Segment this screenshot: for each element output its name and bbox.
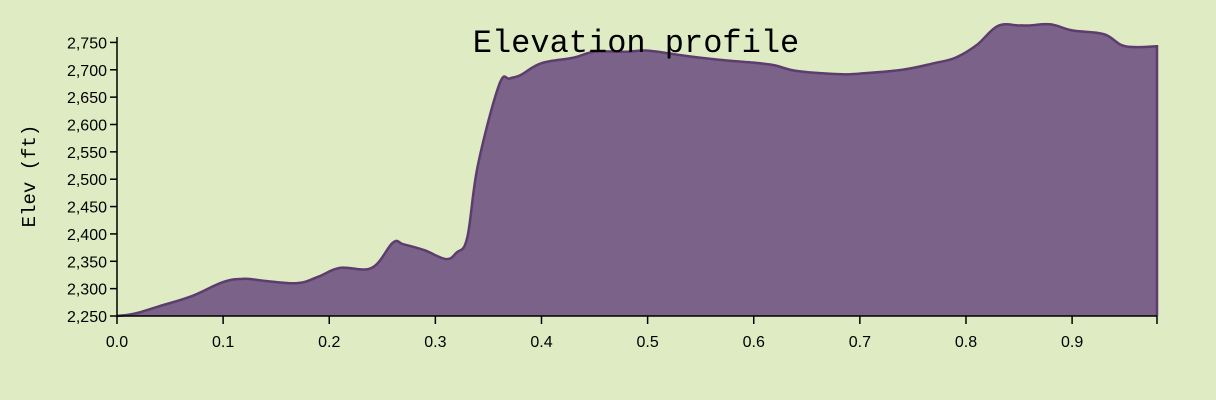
x-tick-label: 0.8	[955, 334, 977, 351]
x-tick-label: 0.9	[1061, 334, 1083, 351]
x-tick-label: 0.1	[212, 334, 234, 351]
y-tick-label: 2,400	[67, 227, 107, 244]
axes	[116, 37, 1157, 317]
x-axis-ticks: 0.0 0.1 0.2 0.3 0.4 0.5 0.6 0.7 0.8 0.9	[106, 316, 1158, 351]
y-tick-label: 2,600	[67, 117, 107, 134]
y-tick-label: 2,650	[67, 90, 107, 107]
y-tick-label: 2,250	[67, 309, 107, 326]
y-tick-label: 2,500	[67, 172, 107, 189]
x-tick-label: 0.5	[636, 334, 658, 351]
x-tick-label: 0.4	[530, 334, 552, 351]
y-tick-label: 2,350	[67, 254, 107, 271]
x-tick-label: 0.3	[424, 334, 446, 351]
x-tick-label: 0.7	[849, 334, 871, 351]
y-axis-label: Elev (ft)	[19, 125, 41, 228]
chart-title: Elevation profile	[473, 25, 799, 62]
x-tick-label: 0.2	[318, 334, 340, 351]
y-tick-label: 2,700	[67, 63, 107, 80]
y-tick-label: 2,750	[67, 35, 107, 52]
elevation-area	[117, 24, 1157, 316]
y-tick-label: 2,450	[67, 200, 107, 217]
y-axis-ticks: 2,250 2,300 2,350 2,400 2,450 2,500 2,550 2,600…	[67, 35, 117, 326]
x-tick-label: 0.0	[106, 334, 128, 351]
y-tick-label: 2,550	[67, 145, 107, 162]
y-tick-label: 2,300	[67, 282, 107, 299]
plot-area	[116, 22, 1159, 318]
elevation-line	[116, 22, 1159, 318]
x-tick-label: 0.6	[743, 334, 765, 351]
